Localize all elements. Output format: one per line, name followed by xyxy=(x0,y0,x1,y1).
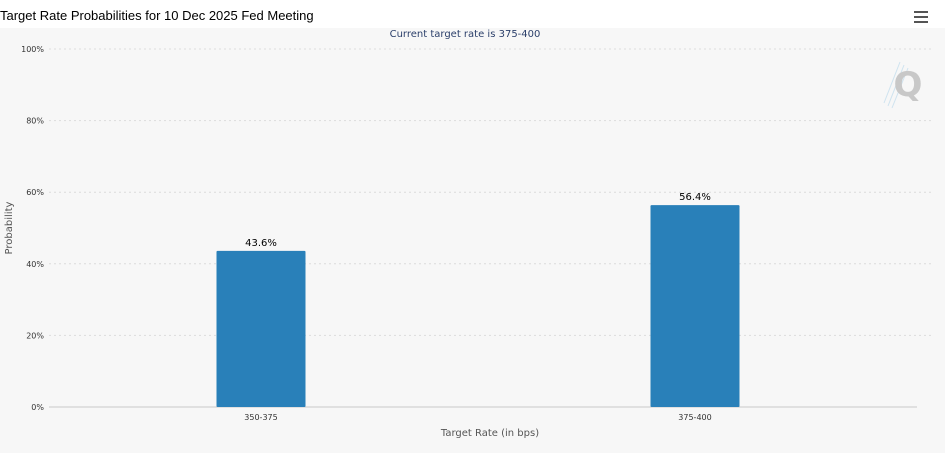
y-tick-label: 40% xyxy=(26,260,44,269)
data-labels: 43.6% 56.4% xyxy=(245,192,711,249)
y-axis-ticks: 0% 20% 40% 60% 80% 100% xyxy=(21,45,44,412)
data-label: 56.4% xyxy=(679,192,711,203)
data-label: 43.6% xyxy=(245,238,277,249)
chart-header: Target Rate Probabilities for 10 Dec 202… xyxy=(0,0,945,28)
chart-subtitle: Current target rate is 375-400 xyxy=(390,29,541,40)
y-tick-label: 60% xyxy=(26,188,44,197)
bar-375-400[interactable] xyxy=(650,205,740,407)
watermark-logo: Q xyxy=(883,61,923,109)
x-axis-title: Target Rate (in bps) xyxy=(440,428,539,439)
chart-title: Target Rate Probabilities for 10 Dec 202… xyxy=(0,8,314,23)
x-tick-label: 350-375 xyxy=(244,413,277,422)
y-axis-title: Probability xyxy=(4,201,15,254)
bar-350-375[interactable] xyxy=(216,250,306,407)
y-tick-label: 80% xyxy=(26,117,44,126)
y-tick-label: 0% xyxy=(31,403,44,412)
x-axis-ticks: 350-375 375-400 xyxy=(244,413,711,422)
y-tick-label: 20% xyxy=(26,331,44,340)
watermark-letter: Q xyxy=(894,65,923,105)
hamburger-menu-icon[interactable] xyxy=(913,11,929,25)
bars xyxy=(216,205,740,407)
x-tick-label: 375-400 xyxy=(678,413,711,422)
y-tick-label: 100% xyxy=(21,45,44,54)
gridlines xyxy=(49,48,931,336)
